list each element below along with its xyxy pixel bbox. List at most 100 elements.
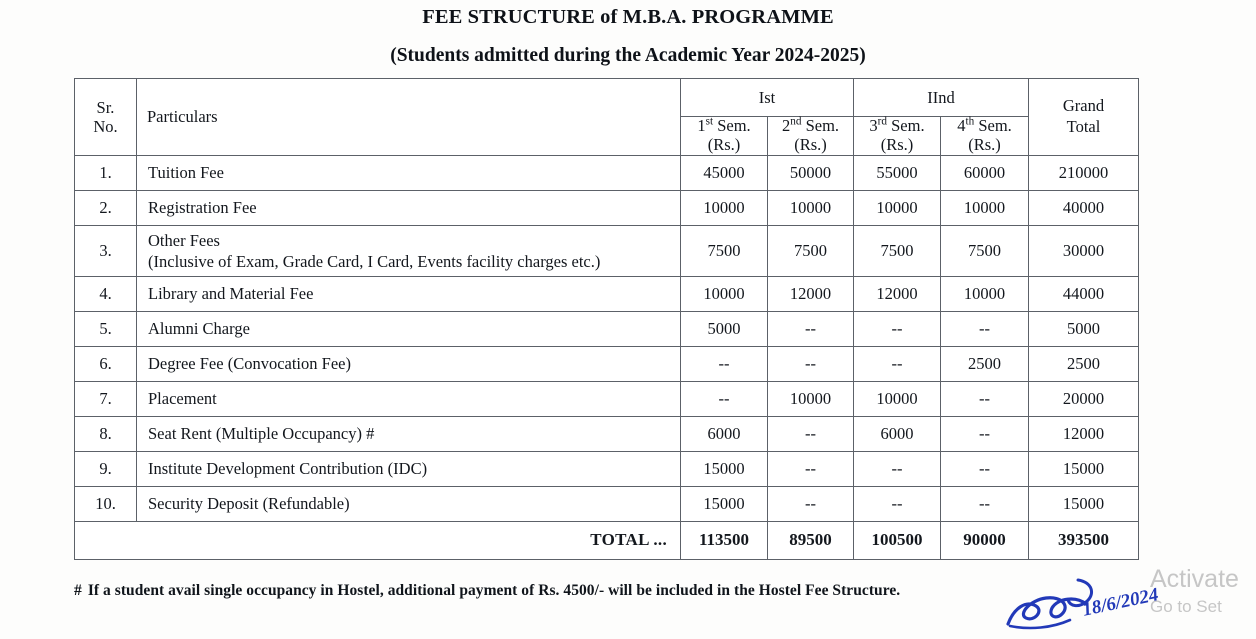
header-sem-3-unit: (Rs.) [880,134,914,154]
row-sem4: 7500 [940,224,1029,277]
row-sem3: -- [853,345,941,382]
header-sr-no: Sr. No. [74,78,137,156]
header-sem-1-unit: (Rs.) [707,134,741,154]
row-sem3: 12000 [853,275,941,312]
row-sem3: -- [853,450,941,487]
row-sem2: 10000 [767,189,854,226]
table-header: Sr. No. Particulars Ist IInd Grand Total… [74,78,1139,156]
row-sem3: 10000 [853,189,941,226]
table-footer: TOTAL ... 113500 89500 100500 90000 3935… [74,520,1139,560]
row-sem1: 45000 [680,154,768,191]
footnote-text: If a student avail single occupancy in H… [87,582,901,599]
header-year-1: Ist [680,78,854,117]
row-particulars: Registration Fee [136,189,681,226]
row-particulars: Security Deposit (Refundable) [136,485,681,522]
row-sem1: 7500 [680,224,768,277]
row-grand-total: 20000 [1028,380,1139,417]
header-sem-4-ord: 4 [957,116,966,135]
total-row: TOTAL ... 113500 89500 100500 90000 3935… [74,520,1139,560]
row-sem2: -- [767,310,854,347]
row-serial-number: 9. [74,450,137,487]
table-body: 1. Tuition Fee 45000 50000 55000 60000 210000 2… [74,154,1139,522]
signature-date: 18/6/2024 [1080,584,1161,621]
row-sem1: 15000 [680,485,768,522]
header-sem-1-ord: 1 [697,116,706,135]
total-sem3: 100500 [853,520,941,560]
row-sem2: 12000 [767,275,854,312]
table-row: 10. Security Deposit (Refundable) 15000 -- -… [74,485,1139,522]
header-sem-4-sup: th [965,115,975,128]
row-sem1: 10000 [680,189,768,226]
row-particulars-title: Library and Material Fee [148,284,314,304]
header-sem-4-word: Sem. [974,116,1012,135]
row-sem4: -- [940,415,1029,452]
row-serial-number: 1. [74,154,137,191]
row-sem3: 10000 [853,380,941,417]
total-sem2: 89500 [767,520,854,560]
header-sr-line1: Sr. [96,97,115,117]
header-sem-1: 1st Sem. (Rs.) [680,116,768,156]
table-row: 6. Degree Fee (Convocation Fee) -- -- -- 2500… [74,345,1139,382]
header-sem-2: 2nd Sem. (Rs.) [767,116,854,156]
total-sem4: 90000 [940,520,1029,560]
row-serial-number: 2. [74,189,137,226]
table-row: 3. Other Fees (Inclusive of Exam, Grade Ca… [74,224,1139,277]
row-sem2: -- [767,415,854,452]
title-block: FEE STRUCTURE of M.B.A. PROGRAMME (Stude… [0,4,1256,69]
row-particulars: Placement [136,380,681,417]
header-sem-2-unit: (Rs.) [794,134,827,154]
table-row: 1. Tuition Fee 45000 50000 55000 60000 210000 [74,154,1139,191]
table-row: 2. Registration Fee 10000 10000 10000 10000 40… [74,189,1139,226]
row-sem4: -- [940,450,1029,487]
header-year-2: IInd [853,78,1029,117]
row-particulars-title: Other Fees [148,230,220,250]
row-sem1: -- [680,345,768,382]
footnote: # If a student avail single occupancy in … [74,581,1074,600]
row-sem2: -- [767,345,854,382]
row-sem3: 7500 [853,224,941,277]
row-grand-total: 12000 [1028,415,1139,452]
row-sem4: -- [940,380,1029,417]
page-subtitle: (Students admitted during the Academic Y… [390,44,866,66]
row-particulars-title: Registration Fee [148,198,257,218]
row-grand-total: 15000 [1028,450,1139,487]
header-sr-line2: No. [93,116,118,136]
row-sem2: -- [767,450,854,487]
row-sem4: 10000 [940,275,1029,312]
row-sem2: 10000 [767,380,854,417]
total-sem1: 113500 [680,520,768,560]
row-sem3: -- [853,310,941,347]
row-sem1: -- [680,380,768,417]
row-sem4: 10000 [940,189,1029,226]
row-sem3: -- [853,485,941,522]
fee-table-wrapper: Sr. No. Particulars Ist IInd Grand Total… [74,78,1139,560]
row-particulars-title: Alumni Charge [148,319,250,339]
row-particulars: Seat Rent (Multiple Occupancy) # [136,415,681,452]
header-sem-3-sup: rd [877,115,887,128]
watermark-title: Activate [1150,565,1239,593]
header-particulars: Particulars [136,78,681,156]
row-sem4: -- [940,310,1029,347]
header-sem-3: 3rd Sem. (Rs.) [853,115,941,156]
row-particulars-title: Security Deposit (Refundable) [148,494,350,514]
row-grand-total: 210000 [1028,154,1139,191]
row-particulars-title: Degree Fee (Convocation Fee) [148,354,351,374]
header-grand-total: Grand Total [1028,78,1139,156]
total-grand: 393500 [1028,520,1139,560]
row-serial-number: 3. [74,224,137,277]
row-serial-number: 6. [74,345,137,382]
row-sem4: 2500 [940,345,1029,382]
row-grand-total: 15000 [1028,485,1139,522]
row-sem2: 50000 [767,154,854,191]
table-row: 5. Alumni Charge 5000 -- -- -- 5000 [74,310,1139,347]
table-row: 8. Seat Rent (Multiple Occupancy) #6000 --… [74,415,1139,452]
row-serial-number: 10. [74,485,137,522]
row-particulars: Other Fees (Inclusive of Exam, Grade Card… [136,224,681,277]
header-grand-total-line1: Grand [1062,96,1105,116]
row-sem2: 7500 [767,224,854,277]
row-sem1: 5000 [680,310,768,347]
row-grand-total: 30000 [1028,224,1139,277]
header-sem-3-ord: 3 [869,116,878,135]
page-title: FEE STRUCTURE of M.B.A. PROGRAMME [422,6,834,28]
header-sem-4: 4th Sem. (Rs.) [940,115,1029,156]
